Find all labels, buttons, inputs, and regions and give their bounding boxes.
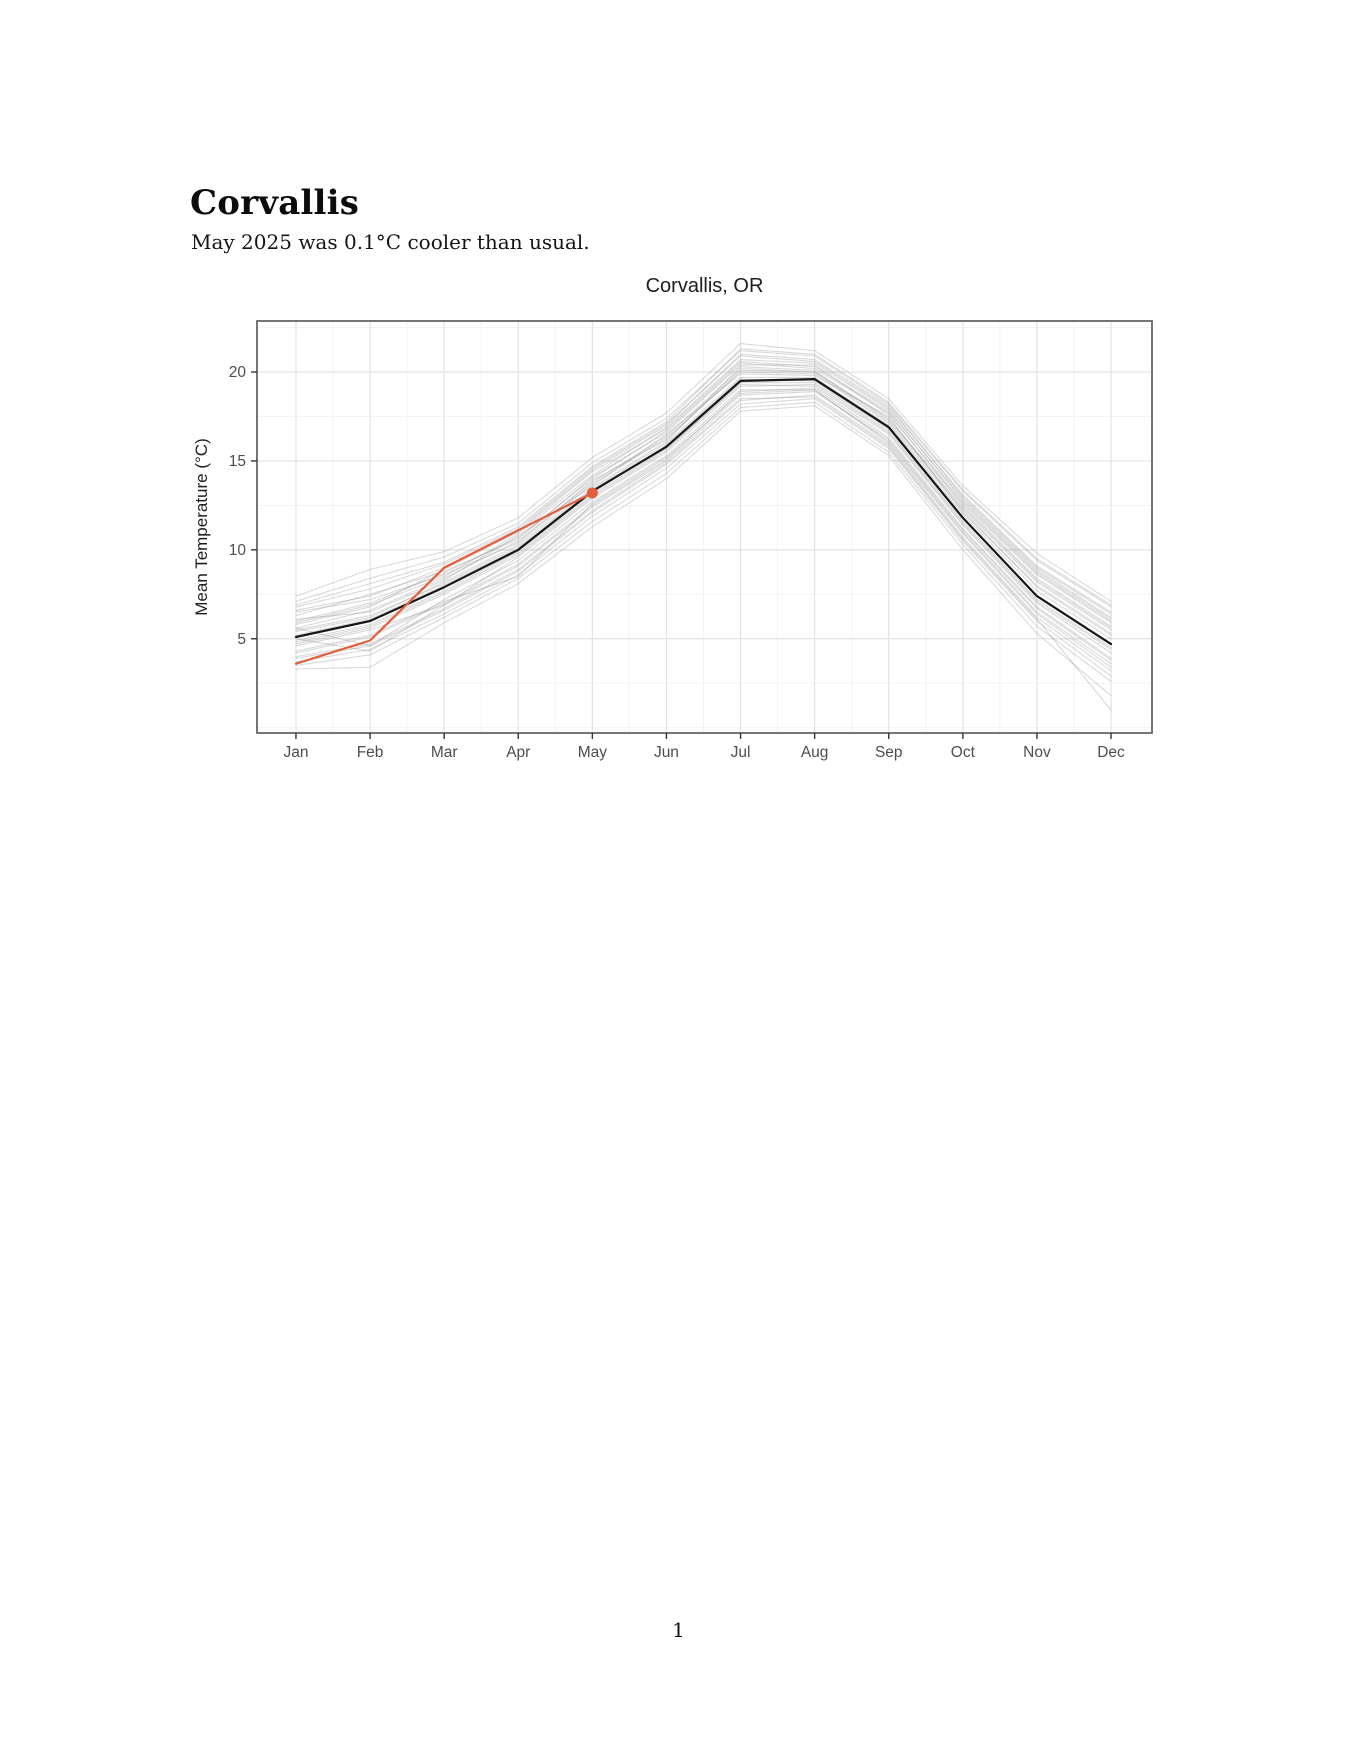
panel-border — [256, 320, 1153, 734]
x-tick-label: Oct — [951, 744, 976, 761]
y-axis-label: Mean Temperature (°C) — [192, 438, 211, 616]
x-tick-label: Jun — [654, 744, 679, 761]
historical-year-line — [295, 367, 1112, 631]
historical-year-line — [295, 350, 1112, 608]
historical-year-line — [295, 371, 1112, 636]
historical-year-line — [295, 383, 1112, 650]
x-tick-label: Mar — [431, 744, 458, 761]
historical-year-line — [295, 382, 1112, 649]
x-tick-label: Dec — [1097, 744, 1125, 761]
page-number: 1 — [672, 1618, 685, 1642]
historical-year-line — [295, 348, 1112, 606]
x-tick-label: Aug — [801, 744, 829, 761]
y-tick-label: 15 — [229, 453, 246, 470]
historical-year-line — [295, 353, 1112, 615]
historical-year-line — [295, 366, 1112, 631]
x-tick-label: Jan — [283, 744, 308, 761]
historical-year-line — [295, 398, 1112, 677]
x-tick-label: Nov — [1023, 744, 1051, 761]
historical-year-line — [295, 405, 1112, 697]
temperature-figure: 5 10 15 20 Jan Feb Mar Apr May Jun Jul Aug Sep Oct Nov… — [170, 262, 1170, 767]
current-month-dot — [586, 487, 598, 499]
historical-year-line — [295, 360, 1112, 626]
x-tick-label: Feb — [357, 744, 384, 761]
mean-temperature-line — [294, 378, 1113, 646]
page-title: Corvallis — [190, 183, 360, 223]
historical-year-line — [295, 391, 1112, 661]
historical-year-line — [295, 383, 1112, 654]
x-tick-label: Jul — [731, 744, 751, 761]
y-tick-label: 10 — [229, 542, 247, 559]
historical-year-line — [295, 401, 1112, 682]
historical-year-line — [295, 387, 1112, 659]
chart-title: Corvallis, OR — [646, 275, 764, 297]
historical-year-line — [295, 396, 1112, 711]
historical-year-line — [295, 373, 1112, 634]
x-tick-label: Apr — [506, 744, 530, 761]
historical-year-line — [295, 394, 1112, 672]
y-tick-label: 5 — [237, 631, 246, 648]
x-tick-label: Sep — [875, 744, 903, 761]
temperature-chart: 5 10 15 20 Jan Feb Mar Apr May Jun Jul Aug Sep Oct Nov… — [192, 275, 1153, 761]
historical-year-line — [295, 362, 1112, 627]
current-year-line — [294, 491, 594, 665]
historical-year-line — [295, 364, 1112, 622]
page-subtitle: May 2025 was 0.1°C cooler than usual. — [191, 230, 590, 254]
historical-year-line — [295, 389, 1112, 665]
x-tick-label: May — [578, 744, 608, 761]
historical-year-line — [295, 376, 1112, 640]
y-tick-label: 20 — [229, 364, 247, 381]
historical-year-line — [295, 389, 1112, 668]
historical-year-line — [295, 355, 1112, 613]
historical-year-line — [295, 343, 1112, 602]
